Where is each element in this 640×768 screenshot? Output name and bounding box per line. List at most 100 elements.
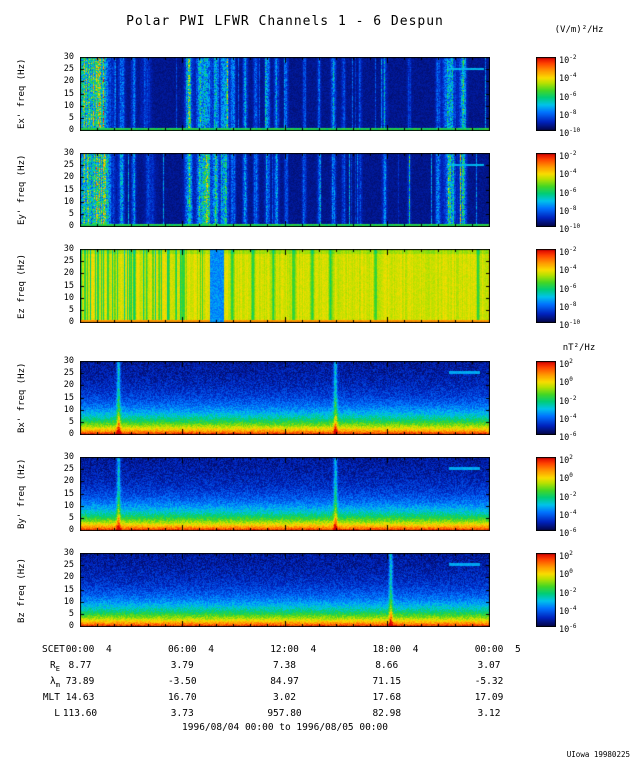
axis-label-bz: Bz freq (Hz): [17, 557, 27, 623]
chart-title: Polar PWI LFWR Channels 1 - 6 Despun: [126, 14, 444, 29]
subscript: E: [55, 664, 60, 673]
ephemeris-value: 3.79: [170, 660, 194, 671]
freq-tick-label: 30: [63, 452, 74, 462]
colorbar-tick-label: 10-6: [559, 623, 577, 635]
colorbar-tick-label: 102: [559, 358, 573, 370]
freq-tick-label: 10: [63, 100, 74, 111]
exponent: 0: [569, 472, 573, 480]
colorbar-tick-label: 10-10: [559, 223, 581, 235]
colorbar-tick-label: 10-8: [559, 204, 577, 217]
colorbar-tick-label: 10-8: [559, 300, 577, 313]
day-number-label: 4: [208, 644, 214, 655]
ephemeris-row-label: MLT: [42, 692, 60, 703]
axis-label-bx: Bx' freq (Hz): [17, 362, 27, 434]
ephemeris-value: 113.60: [62, 708, 98, 719]
axis-label-ey: Ey' freq (Hz): [17, 154, 27, 226]
freq-tick-label: 5: [68, 112, 74, 123]
spectrogram-ey: [80, 153, 490, 227]
freq-tick-label: 20: [63, 380, 74, 391]
ephemeris-value: 82.98: [372, 708, 402, 719]
ephemeris-value: 17.68: [372, 692, 402, 703]
freq-tick-label: 15: [63, 392, 74, 403]
colorbar-tick-label: 102: [559, 550, 573, 562]
freq-tick-label: 20: [63, 76, 74, 87]
ephemeris-value: -5.32: [474, 676, 504, 687]
freq-tick-label: 20: [63, 268, 74, 279]
exponent: -2: [569, 394, 577, 402]
freq-tick-label: 5: [68, 608, 74, 619]
freq-tick-label: 25: [63, 160, 74, 171]
exponent: -2: [569, 150, 577, 157]
colorbar-tick-label: 10-6: [559, 431, 577, 443]
freq-tick-label: 20: [63, 476, 74, 487]
freq-tick-label: 25: [63, 256, 74, 267]
freq-tick-label: 10: [63, 500, 74, 511]
freq-tick-label: 10: [63, 404, 74, 415]
spectrogram-by: [80, 457, 490, 531]
ephemeris-value: 3.02: [273, 692, 296, 703]
colorbar-tick-label: 10-6: [559, 527, 577, 539]
exponent: 2: [569, 454, 573, 461]
scet-label: SCET: [42, 644, 65, 655]
exponent: -2: [569, 490, 577, 498]
ephemeris-value: 7.38: [273, 660, 296, 671]
credit-label: UIowa 19980225: [566, 750, 630, 759]
freq-tick-label: 30: [63, 244, 74, 254]
colorbar-tick-label: 10-10: [559, 127, 581, 139]
exponent: -8: [569, 108, 577, 116]
freq-tick-label: 5: [68, 208, 74, 219]
exponent: 0: [569, 376, 573, 384]
ephemeris-value: 3.07: [477, 660, 501, 671]
exponent: -10: [569, 319, 581, 326]
colorbar-tick-label: 102: [559, 454, 573, 466]
exponent: -6: [569, 431, 577, 438]
spectrogram-ez: [80, 249, 490, 323]
ephemeris-row-label: L: [54, 708, 60, 719]
day-number-label: 4: [106, 644, 112, 655]
date-range-label: 1996/08/04 00:00 to 1996/08/05 00:00: [182, 722, 388, 733]
spectrogram-bx: [80, 361, 490, 435]
time-tick-label: 06:00: [167, 644, 197, 655]
colorbar-tick-label: 10-6: [559, 90, 577, 103]
ephemeris-value: 3.73: [170, 708, 194, 719]
time-tick-label: 18:00: [372, 644, 402, 655]
exponent: -4: [569, 412, 577, 420]
freq-tick-label: 0: [68, 429, 74, 439]
spectrogram-bz: [80, 553, 490, 627]
freq-tick-label: 0: [68, 621, 74, 631]
colorbar-tick-label: 10-2: [559, 150, 577, 162]
subscript: m: [55, 680, 60, 689]
colorbar-tick-label: 10-4: [559, 604, 577, 617]
day-number-label: 4: [412, 644, 419, 655]
day-number-label: 5: [515, 644, 521, 655]
axis-label-by: By' freq (Hz): [17, 458, 27, 530]
exponent: -6: [569, 282, 577, 290]
freq-tick-label: 0: [68, 317, 74, 327]
freq-tick-label: 25: [63, 464, 74, 475]
time-tick-label: 12:00: [270, 644, 299, 655]
colorbar-tick-label: 10-2: [559, 586, 577, 599]
magnetic-colorbar-unit-label: nT²/Hz: [562, 343, 596, 353]
colorbar-tick-label: 100: [559, 472, 573, 485]
colorbar-tick-label: 10-4: [559, 412, 577, 425]
freq-tick-label: 15: [63, 488, 74, 499]
colorbar-tick-label: 10-4: [559, 72, 577, 85]
ephemeris-value: 957.80: [267, 708, 302, 719]
ephemeris-value: 3.12: [477, 708, 501, 719]
exponent: -4: [569, 264, 577, 272]
exponent: 2: [569, 358, 573, 365]
colorbar-tick-label: 100: [559, 568, 573, 581]
time-tick-label: 00:00: [65, 644, 95, 655]
colorbar-tick-label: 10-4: [559, 508, 577, 521]
freq-tick-label: 30: [63, 148, 74, 158]
exponent: -6: [569, 90, 577, 98]
colorbar-tick-label: 100: [559, 376, 573, 389]
time-tick-label: 00:00: [474, 644, 504, 655]
freq-tick-label: 15: [63, 584, 74, 595]
ephemeris-value: 84.97: [270, 676, 299, 687]
exponent: -6: [569, 623, 577, 630]
freq-tick-label: 0: [68, 221, 74, 231]
freq-tick-label: 20: [63, 572, 74, 583]
colorbar-tick-label: 10-10: [559, 319, 581, 331]
colorbar-tick-label: 10-6: [559, 282, 577, 295]
